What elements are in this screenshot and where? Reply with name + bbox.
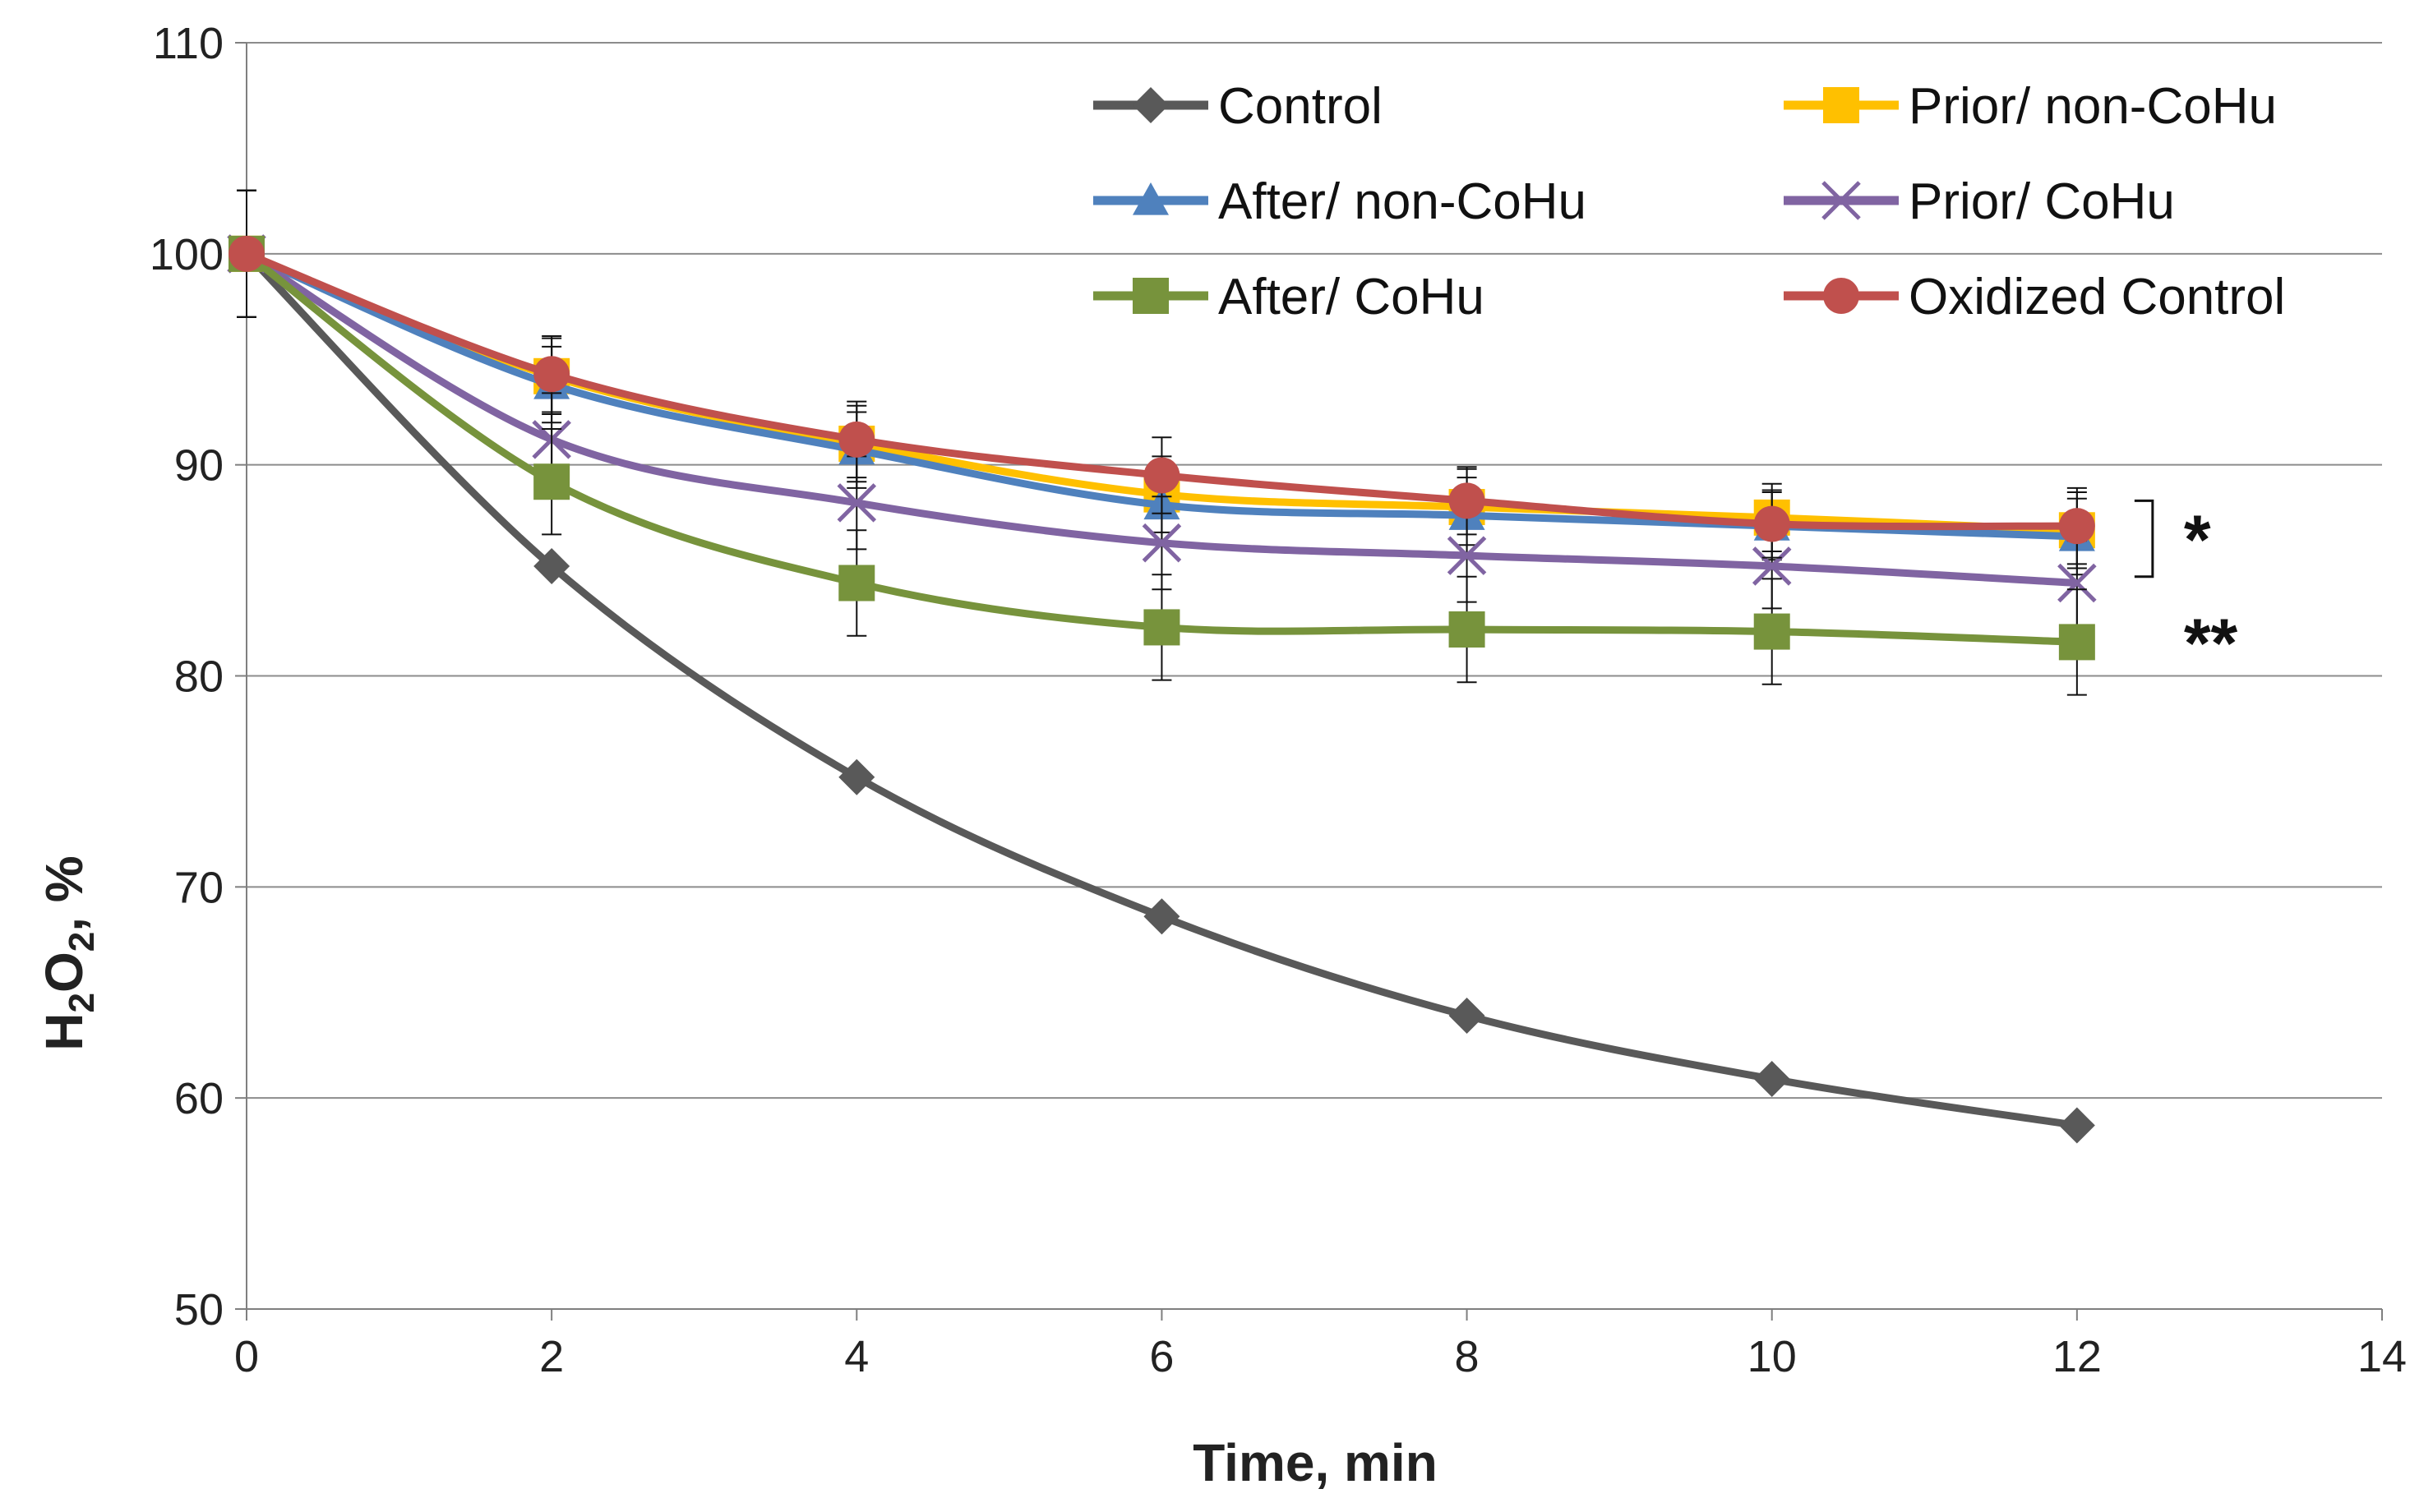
y-axis-title-sub1: 2: [62, 993, 102, 1012]
x-tick-label-12: 12: [2052, 1332, 2102, 1381]
series-line-control: [243, 251, 2078, 1130]
legend-item-oxidized-control: Oxidized Control: [1784, 269, 2285, 325]
data-point-prior-cohu-2-stroke-b: [837, 483, 877, 523]
legend-marker-control: [1133, 87, 1169, 123]
data-point-control-6: [2058, 1107, 2095, 1144]
legend-marker-prior-cohu-stroke-b: [1821, 181, 1861, 220]
data-point-prior-cohu-3-stroke-b: [1142, 523, 1182, 563]
x-axis-title: Time, min: [1193, 1433, 1438, 1492]
data-point-prior-cohu-6-stroke-b: [2057, 563, 2097, 603]
legend-marker-after-non-cohu: [1133, 182, 1169, 215]
data-point-prior-cohu-4-stroke-b: [1447, 536, 1487, 575]
y-tick-label-70: 70: [174, 863, 224, 912]
series-layer: [227, 189, 2097, 1144]
data-point-oxidized-control-5: [1753, 505, 1790, 542]
legend-item-after-cohu: After/ CoHu: [1093, 269, 1484, 325]
x-tick-label-8: 8: [1455, 1332, 1480, 1381]
legend-label-prior-cohu: Prior/ CoHu: [1909, 173, 2175, 230]
y-axis-title-o: O: [35, 952, 94, 993]
data-point-oxidized-control-2: [838, 421, 875, 458]
y-tick-label-60: 60: [174, 1074, 224, 1123]
legend-marker-after-cohu: [1133, 278, 1169, 314]
data-point-prior-cohu-6: [2057, 563, 2097, 603]
x-tick-label-10: 10: [1747, 1332, 1797, 1381]
x-tick-label-4: 4: [844, 1332, 869, 1381]
data-point-oxidized-control-3: [1143, 457, 1180, 494]
legend-item-prior-non-cohu: Prior/ non-CoHu: [1784, 78, 2277, 135]
x-tick-label-14: 14: [2357, 1332, 2407, 1381]
y-axis-title-unit: , %: [35, 855, 94, 931]
annot-layer: ***: [2134, 499, 2238, 681]
legend-marker-prior-non-cohu: [1823, 87, 1859, 123]
series-oxidized-control: [229, 189, 2095, 565]
data-point-control-2: [838, 758, 875, 795]
grid-layer: [247, 42, 2382, 1099]
y-axis-title-h: H: [35, 1013, 94, 1051]
legend-label-prior-non-cohu: Prior/ non-CoHu: [1909, 78, 2277, 135]
data-point-after-cohu-5: [1753, 613, 1790, 650]
data-point-oxidized-control-0: [229, 235, 265, 272]
y-tick-label-90: 90: [174, 441, 224, 491]
y-axis-title: H2O2, %: [35, 855, 102, 1050]
legend-item-control: Control: [1093, 78, 1383, 135]
data-point-control-3: [1143, 898, 1180, 935]
data-point-after-cohu-3: [1143, 609, 1180, 646]
data-point-oxidized-control-6: [2058, 508, 2095, 545]
data-point-after-cohu-6: [2058, 624, 2095, 661]
data-point-prior-cohu-3: [1142, 523, 1182, 563]
data-point-oxidized-control-1: [533, 356, 570, 393]
data-point-prior-cohu-2: [837, 483, 877, 523]
legend-marker-oxidized-control: [1823, 278, 1859, 314]
legend-label-after-non-cohu: After/ non-CoHu: [1218, 173, 1586, 230]
data-point-prior-cohu-5: [1752, 546, 1792, 586]
y-tick-label-50: 50: [174, 1285, 224, 1335]
axes-layer: 50 60 70 80 90 100 110 0 2 4 6 8 10 12 14: [150, 19, 2407, 1381]
y-axis-title-sub2: 2: [62, 932, 102, 952]
legend-item-after-non-cohu: After/ non-CoHu: [1093, 173, 1586, 230]
data-point-after-cohu-2: [838, 565, 875, 602]
y-tick-label-100: 100: [150, 230, 224, 279]
data-point-after-cohu-1: [533, 463, 570, 500]
data-point-control-1: [533, 547, 570, 584]
legend-label-control: Control: [1218, 78, 1383, 135]
data-point-after-cohu-4: [1448, 611, 1485, 648]
legend-layer: Control Prior/ non-CoHu After/ non-CoHu Pri…: [1093, 78, 2285, 325]
x-tick-label-6: 6: [1149, 1332, 1174, 1381]
y-tick-label-110: 110: [153, 19, 224, 68]
annotation-bracket: [2134, 499, 2154, 579]
data-point-oxidized-control-4: [1448, 482, 1485, 519]
data-point-control-5: [1753, 1061, 1790, 1098]
data-point-prior-cohu-5-stroke-b: [1752, 546, 1792, 586]
data-point-control-4: [1448, 998, 1485, 1035]
data-point-prior-cohu-4: [1447, 536, 1487, 575]
legend-item-prior-cohu: Prior/ CoHu: [1784, 173, 2175, 230]
annotation-double-star: **: [2184, 604, 2238, 681]
y-tick-label-80: 80: [174, 652, 224, 702]
legend-label-after-cohu: After/ CoHu: [1218, 269, 1484, 325]
annotation-single-star: *: [2184, 501, 2211, 579]
legend-label-oxidized-control: Oxidized Control: [1909, 269, 2285, 325]
series-prior-cohu: [227, 189, 2097, 626]
x-tick-label-2: 2: [539, 1332, 564, 1381]
x-tick-label-0: 0: [234, 1332, 259, 1381]
legend-marker-prior-cohu: [1821, 181, 1861, 220]
